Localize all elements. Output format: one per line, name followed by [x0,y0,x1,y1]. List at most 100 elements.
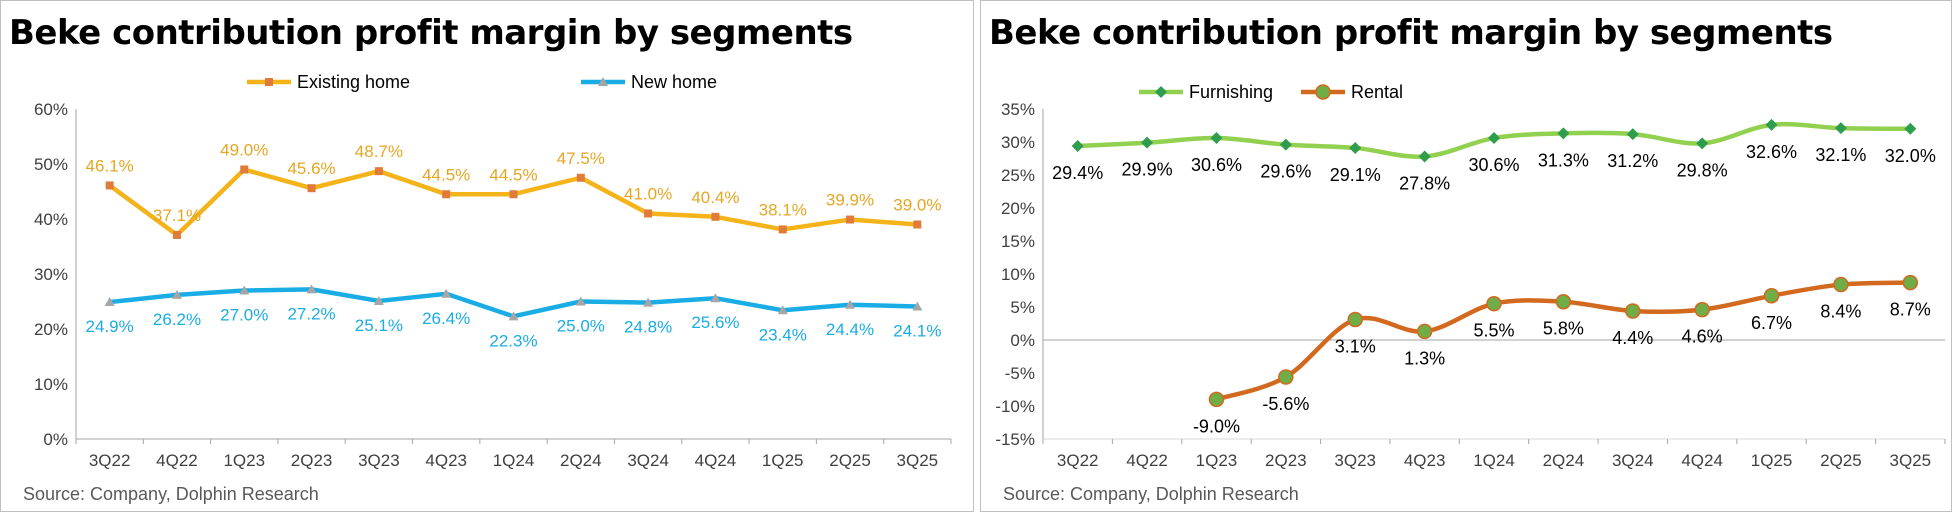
data-label: 29.4% [1052,163,1103,183]
data-point [1626,128,1639,141]
data-point [1625,303,1641,319]
data-label: 38.1% [759,200,807,219]
x-tick-label: 3Q25 [897,451,939,470]
data-label: 27.2% [287,304,335,323]
data-point [1765,118,1778,131]
y-tick-label: -5% [1005,364,1035,383]
x-tick-label: 3Q22 [89,451,131,470]
y-tick-label: 0% [1010,331,1035,350]
x-tick-label: 3Q25 [1890,451,1932,470]
x-tick-label: 3Q23 [1334,451,1376,470]
source-note-right: Source: Company, Dolphin Research [1003,484,1299,504]
data-point [913,220,922,229]
data-label: 26.2% [153,310,201,329]
x-tick-label: 1Q23 [223,451,265,470]
data-label: 27.0% [220,306,268,325]
data-label: 41.0% [624,185,672,204]
data-point [172,230,181,239]
chart-title-right: Beke contribution profit margin by segme… [989,13,1833,53]
legend-entry: Existing home [297,72,410,92]
data-point [711,212,720,221]
data-point [307,184,316,193]
x-tick-label: 1Q25 [1751,451,1793,470]
data-point [912,301,923,311]
data-label: 48.7% [355,142,403,161]
y-tick-label: 25% [1001,166,1035,185]
data-point [240,165,249,174]
y-tick-label: 40% [34,210,68,229]
y-tick-label: 10% [1001,265,1035,284]
x-tick-label: 4Q24 [695,451,737,470]
data-label: 4.6% [1682,327,1723,347]
data-point [1416,323,1433,340]
data-label: 26.4% [422,309,470,328]
x-tick-label: 3Q23 [358,451,400,470]
data-label: 1.3% [1404,348,1445,368]
data-label: 47.5% [557,149,605,168]
data-label: 24.8% [624,318,672,337]
data-point [777,305,788,315]
data-point [1279,138,1292,151]
data-point [1694,301,1710,318]
data-label: 37.1% [153,206,201,225]
y-tick-label: 10% [34,375,68,394]
x-tick-label: 4Q22 [1126,451,1168,470]
data-point [1904,122,1917,135]
data-label: 24.4% [826,320,874,339]
data-label: 32.1% [1815,145,1866,165]
data-point [846,215,855,224]
legend-marker [265,78,273,86]
x-tick-label: 2Q25 [1820,451,1862,470]
y-tick-label: 0% [43,430,68,449]
x-tick-label: 1Q24 [1473,451,1515,470]
legend-marker [1155,86,1167,98]
data-point [171,289,182,299]
chart-title-left: Beke contribution profit margin by segme… [9,13,853,53]
x-tick-label: 4Q23 [1404,451,1446,470]
y-tick-label: 60% [34,100,68,119]
data-point [575,296,586,306]
data-point [778,225,787,234]
data-point [1555,293,1572,310]
y-tick-label: 30% [34,265,68,284]
data-label: 25.6% [691,313,739,332]
y-tick-label: 20% [1001,199,1035,218]
data-label: 32.0% [1885,146,1936,166]
data-label: 46.1% [86,156,134,175]
data-point [105,181,114,190]
data-point [644,209,653,218]
line-chart-right: 35% 30% 25% 20% 15% 10% 5% 0% -5% -10% -15% 3Q22 4Q2… [995,82,1946,470]
x-tick-label: 2Q25 [829,451,871,470]
data-point [442,190,451,199]
data-point [1278,369,1294,385]
data-point [374,167,383,176]
data-label: 39.9% [826,191,874,210]
data-point [643,297,654,307]
data-label: 30.6% [1468,155,1519,175]
data-point [1696,137,1709,150]
y-tick-label: 35% [1001,100,1035,119]
data-point [1347,311,1363,328]
data-point [104,297,115,307]
data-label: 23.4% [759,325,807,344]
x-tick-label: 2Q24 [560,451,602,470]
x-tick-label: 2Q23 [1265,451,1307,470]
data-label: 6.7% [1751,313,1792,333]
data-point [508,311,519,321]
data-point [373,295,384,305]
data-label: 49.0% [220,141,268,160]
y-tick-label: -10% [995,397,1035,416]
data-label: 4.4% [1612,328,1653,348]
data-label: 45.6% [287,159,335,178]
x-tick-label: 3Q24 [627,451,669,470]
data-label: 40.4% [691,188,739,207]
data-point [845,299,856,309]
legend-marker [598,77,608,86]
y-tick-label: 15% [1001,232,1035,251]
data-point [1071,139,1084,152]
y-tick-label: -15% [995,430,1035,449]
data-label: 44.5% [422,165,470,184]
data-point [1763,288,1780,304]
x-tick-label: 2Q24 [1543,451,1585,470]
data-label: 30.6% [1191,155,1242,175]
